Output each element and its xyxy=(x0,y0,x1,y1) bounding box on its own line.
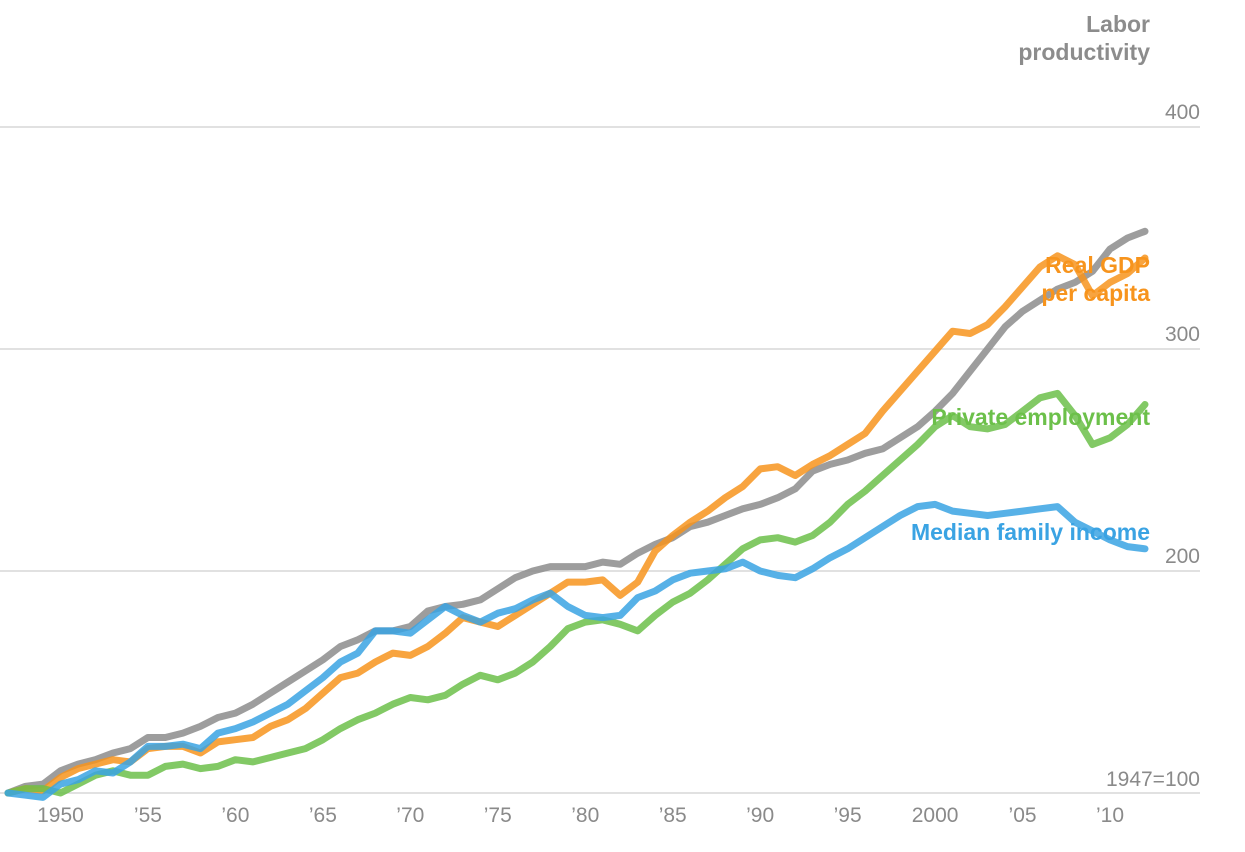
series-label-real-gdp-per-capita: Real GDP per capita xyxy=(1041,252,1150,306)
series-line-median-family-income xyxy=(4,500,1149,801)
series-label-line: per capita xyxy=(1041,280,1150,306)
x-tick-label: ’55 xyxy=(134,804,162,827)
x-tick-label: 2000 xyxy=(912,804,959,827)
x-tick-label: ’70 xyxy=(396,804,424,827)
series-label-median-family-income: Median family income xyxy=(911,519,1150,545)
y-axis-tick-labels: 200 300 400 xyxy=(1165,101,1200,568)
series-label-line: Real GDP xyxy=(1045,252,1150,278)
gridlines xyxy=(0,126,1200,794)
x-tick-label: 1950 xyxy=(37,804,84,827)
x-tick-label: ’95 xyxy=(834,804,862,827)
series-line-real-gdp-per-capita xyxy=(4,252,1149,797)
x-tick-label: ’10 xyxy=(1096,804,1124,827)
x-tick-label: ’80 xyxy=(571,804,599,827)
x-tick-label: ’65 xyxy=(309,804,337,827)
series-line-private-employment xyxy=(4,389,1149,797)
series-label-line: Private employment xyxy=(931,404,1150,430)
y-tick-label: 400 xyxy=(1165,101,1200,124)
x-tick-label: ’75 xyxy=(484,804,512,827)
series-lines xyxy=(4,227,1149,801)
y-tick-label: 200 xyxy=(1165,545,1200,568)
x-tick-label: ’05 xyxy=(1009,804,1037,827)
series-label-line: Labor xyxy=(1086,11,1150,37)
series-label-line: productivity xyxy=(1018,39,1150,65)
x-axis-tick-labels: 1950 ’55 ’60 ’65 ’70 ’75 ’80 ’85 ’90 ’95 2000 ’05 ’1… xyxy=(37,804,1124,827)
series-line-labor-productivity xyxy=(4,227,1149,797)
x-tick-label: ’60 xyxy=(221,804,249,827)
y-tick-label: 300 xyxy=(1165,323,1200,346)
baseline-note: 1947=100 xyxy=(1106,768,1200,791)
series-labels: Labor productivity Real GDP per capita Priva… xyxy=(911,11,1150,545)
x-tick-label: ’85 xyxy=(659,804,687,827)
x-tick-label: ’90 xyxy=(746,804,774,827)
series-label-line: Median family income xyxy=(911,519,1150,545)
series-label-labor-productivity: Labor productivity xyxy=(1018,11,1150,65)
series-label-private-employment: Private employment xyxy=(931,404,1150,430)
